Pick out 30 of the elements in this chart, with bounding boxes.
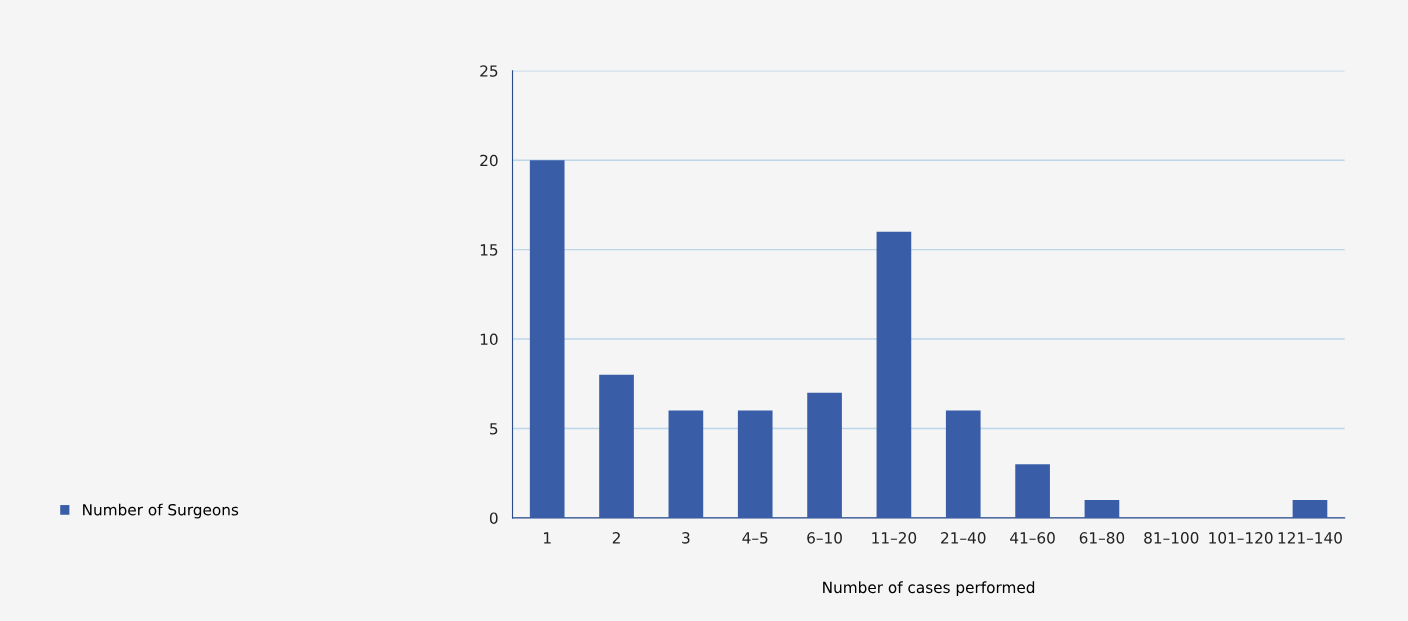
y-tick-label: 15 xyxy=(480,244,498,256)
bar xyxy=(737,410,773,518)
bar xyxy=(529,160,565,518)
x-tick-label: 1 xyxy=(544,532,551,544)
x-tick-label: 81–100 xyxy=(1144,532,1199,544)
x-axis-title: Number of cases performed xyxy=(823,581,1035,597)
bar xyxy=(807,392,842,518)
x-tick-label: 41–60 xyxy=(1010,532,1055,544)
x-tick-label: 61–80 xyxy=(1079,532,1125,544)
y-tick-label: 5 xyxy=(490,423,498,435)
x-tick-label: 2 xyxy=(612,532,620,544)
x-tick-label: 3 xyxy=(682,532,690,544)
x-tick-label: 101–120 xyxy=(1209,532,1273,544)
x-tick-label: 4–5 xyxy=(742,532,768,544)
y-tick-label: 10 xyxy=(480,333,498,346)
x-tick-label: 11–20 xyxy=(872,532,917,544)
bar xyxy=(1015,464,1050,518)
bar xyxy=(876,231,912,518)
bar xyxy=(1292,500,1328,518)
y-tick-label: 25 xyxy=(480,65,498,77)
y-tick-label: 0 xyxy=(489,512,498,524)
x-tick-label: 6–10 xyxy=(807,532,842,544)
bar xyxy=(945,410,981,518)
bar xyxy=(668,410,704,518)
bar xyxy=(1084,500,1120,518)
bar xyxy=(599,374,634,518)
x-tick-label: 121–140 xyxy=(1278,532,1342,544)
legend-label: Number of Surgeons xyxy=(83,503,239,519)
x-tick-label: 21–40 xyxy=(941,532,986,544)
y-tick-label: 20 xyxy=(480,154,498,167)
